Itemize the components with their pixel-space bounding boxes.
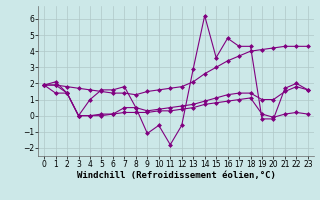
X-axis label: Windchill (Refroidissement éolien,°C): Windchill (Refroidissement éolien,°C) [76,171,276,180]
